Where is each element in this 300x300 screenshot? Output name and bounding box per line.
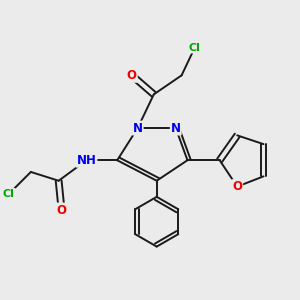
Text: Cl: Cl <box>3 189 15 199</box>
Text: N: N <box>133 122 143 134</box>
Text: N: N <box>171 122 181 134</box>
Text: NH: NH <box>76 154 96 167</box>
Text: O: O <box>232 180 242 193</box>
Text: O: O <box>57 203 67 217</box>
Text: Cl: Cl <box>189 43 201 52</box>
Text: O: O <box>127 69 137 82</box>
